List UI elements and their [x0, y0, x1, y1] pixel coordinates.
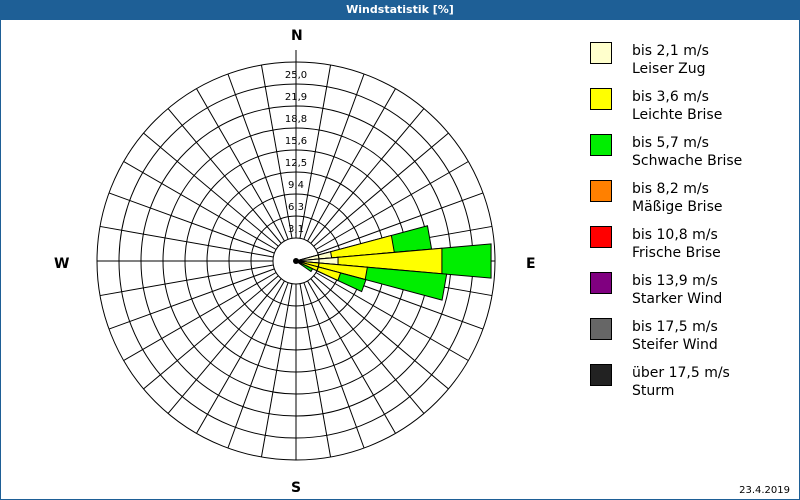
legend-range: bis 2,1 m/s — [632, 43, 709, 59]
grid-spoke — [313, 275, 449, 390]
grid-spoke — [99, 225, 274, 258]
grid-spoke — [227, 73, 289, 240]
legend-range: bis 13,9 m/s — [632, 273, 718, 289]
grid-spoke — [108, 268, 275, 330]
legend-item: über 17,5 m/s Sturm — [590, 364, 790, 410]
legend-swatch — [590, 134, 612, 156]
grid-spoke — [260, 64, 293, 239]
legend-item: bis 3,6 m/s Leichte Brise — [590, 88, 790, 134]
grid-spoke — [317, 192, 484, 254]
grid-spoke — [167, 278, 282, 414]
legend-range: bis 17,5 m/s — [632, 319, 718, 335]
grid-spoke — [196, 280, 285, 434]
legend-range: bis 10,8 m/s — [632, 227, 718, 243]
legend-swatch — [590, 318, 612, 340]
legend-item: bis 17,5 m/s Steifer Wind — [590, 318, 790, 364]
legend-swatch — [590, 226, 612, 248]
ring-tick-label: 15,6 — [285, 136, 307, 147]
legend-item: bis 2,1 m/s Leiser Zug — [590, 42, 790, 88]
ring-tick-label: 21,9 — [285, 92, 307, 103]
direction-north-label: N — [291, 28, 303, 44]
grid-spoke — [303, 73, 365, 240]
grid-spoke — [315, 272, 469, 361]
grid-spoke — [310, 108, 425, 244]
ring-tick-label: 3,1 — [288, 224, 304, 235]
legend-item: bis 8,2 m/s Mäßige Brise — [590, 180, 790, 226]
grid-spoke — [315, 161, 469, 250]
grid-spoke — [123, 161, 277, 250]
ring-tick-label: 18,8 — [285, 114, 307, 125]
grid-spoke — [307, 280, 396, 434]
ring-tick-label: 9,4 — [288, 180, 304, 191]
wind-rose-chart: 3,1 6,3 9,4 12,5 15,6 18,8 21,9 25,0 — [96, 50, 496, 461]
grid-spoke — [99, 264, 274, 297]
legend-label: Schwache Brise — [632, 153, 743, 169]
grid-spoke — [303, 282, 365, 449]
grid-spoke — [313, 132, 449, 247]
legend-label: Starker Wind — [632, 291, 723, 307]
grid-spoke — [123, 272, 277, 361]
legend-item: bis 10,8 m/s Frische Brise — [590, 226, 790, 272]
legend-swatch — [590, 88, 612, 110]
legend-item: bis 13,9 m/s Starker Wind — [590, 272, 790, 318]
legend-label: Frische Brise — [632, 245, 721, 261]
legend: bis 2,1 m/s Leiser Zug bis 3,6 m/s Leichte… — [590, 42, 790, 410]
ring-tick-label: 25,0 — [285, 70, 307, 81]
grid-spoke — [143, 132, 279, 247]
legend-range: über 17,5 m/s — [632, 365, 730, 381]
ring-tick-label: 12,5 — [285, 158, 307, 169]
legend-label: Steifer Wind — [632, 337, 718, 353]
grid-spoke — [307, 88, 396, 242]
title-bar: Windstatistik [%] — [0, 0, 800, 20]
grid-spoke — [196, 88, 285, 242]
legend-swatch — [590, 272, 612, 294]
legend-label: Sturm — [632, 383, 675, 399]
direction-south-label: S — [291, 480, 302, 496]
legend-label: Leiser Zug — [632, 61, 706, 77]
grid-spoke — [299, 64, 332, 239]
direction-east-label: E — [526, 256, 536, 272]
grid-spoke — [299, 283, 332, 458]
legend-swatch — [590, 180, 612, 202]
grid-spoke — [143, 275, 279, 390]
legend-range: bis 5,7 m/s — [632, 135, 709, 151]
ring-tick-label: 6,3 — [288, 202, 304, 213]
direction-west-label: W — [54, 256, 70, 272]
legend-label: Leichte Brise — [632, 107, 723, 123]
grid-spoke — [310, 278, 425, 414]
legend-swatch — [590, 42, 612, 64]
legend-item: bis 5,7 m/s Schwache Brise — [590, 134, 790, 180]
legend-range: bis 8,2 m/s — [632, 181, 709, 197]
grid-spoke — [260, 283, 293, 458]
grid-spoke — [227, 282, 289, 449]
center-dot — [293, 258, 299, 264]
date-label: 23.4.2019 — [739, 485, 790, 496]
legend-swatch — [590, 364, 612, 386]
grid-spoke — [108, 192, 275, 254]
legend-label: Mäßige Brise — [632, 199, 723, 215]
legend-range: bis 3,6 m/s — [632, 89, 709, 105]
grid-spoke — [167, 108, 282, 244]
